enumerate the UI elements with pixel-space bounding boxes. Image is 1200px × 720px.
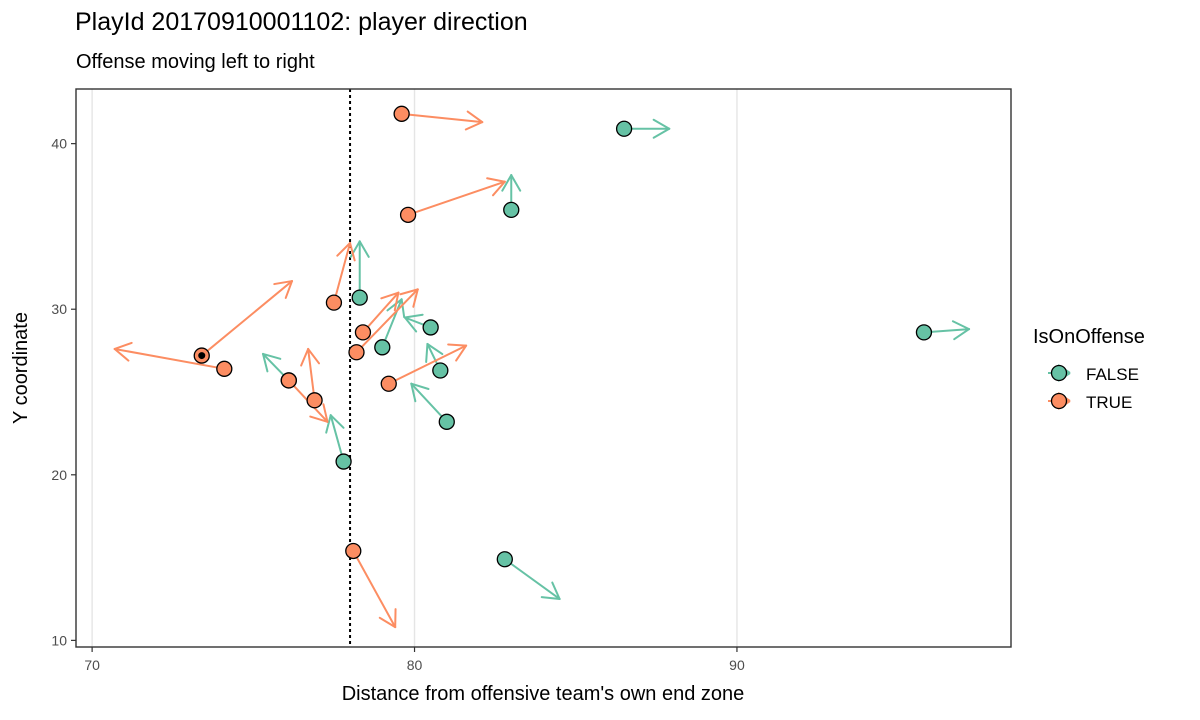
chart-subtitle: Offense moving left to right xyxy=(76,51,315,73)
x-axis: 70 80 90 xyxy=(84,647,745,673)
player-point xyxy=(915,324,933,341)
direction-arrow xyxy=(113,341,226,370)
legend: IsOnOffense FALSE TRUE xyxy=(1033,326,1145,412)
player-point xyxy=(503,201,520,219)
player-point xyxy=(496,551,513,568)
player-point xyxy=(351,289,368,306)
direction-arrow xyxy=(503,558,561,600)
legend-label-true: TRUE xyxy=(1086,393,1132,412)
highlight-dot xyxy=(198,352,206,360)
x-axis-title: Distance from offensive team's own end z… xyxy=(342,683,745,705)
direction-arrow xyxy=(387,343,468,385)
player-point xyxy=(216,360,233,377)
player-point xyxy=(325,294,343,311)
x-tick-label: 70 xyxy=(84,657,100,673)
grid xyxy=(91,89,738,647)
player-point xyxy=(348,344,365,361)
direction-arrow xyxy=(355,288,419,354)
player-point xyxy=(374,339,391,356)
y-axis: 10 20 30 40 xyxy=(51,136,76,648)
direction-arrow xyxy=(352,549,397,629)
direction-arrow xyxy=(332,241,356,304)
y-tick-label: 20 xyxy=(51,467,67,483)
player-point xyxy=(335,453,352,470)
legend-label-false: FALSE xyxy=(1086,365,1139,384)
plot-border xyxy=(75,88,1012,648)
y-tick-label: 10 xyxy=(51,632,67,648)
direction-arrow xyxy=(400,110,484,131)
y-tick-label: 40 xyxy=(51,136,67,152)
legend-keys xyxy=(1048,364,1071,410)
y-tick-label: 30 xyxy=(51,301,67,317)
direction-arrow xyxy=(300,347,321,402)
y-axis-title: Y coordinate xyxy=(10,312,32,424)
legend-key xyxy=(1048,364,1071,382)
legend-key xyxy=(1048,392,1071,410)
player-point xyxy=(354,324,372,341)
player-point xyxy=(306,392,323,409)
direction-arrow xyxy=(200,280,294,357)
player-point xyxy=(422,319,439,336)
player-point xyxy=(393,105,410,122)
player-point xyxy=(432,362,449,379)
player-point xyxy=(280,372,297,389)
direction-arrow xyxy=(381,298,406,349)
chart-title: PlayId 20170910001102: player direction xyxy=(75,8,528,36)
player-point xyxy=(380,375,397,392)
direction-arrow xyxy=(407,177,506,216)
player-point xyxy=(399,206,417,223)
direction-arrow xyxy=(410,382,448,423)
player-point xyxy=(345,542,362,560)
player-point xyxy=(615,120,633,137)
direction-arrow xyxy=(361,291,400,334)
legend-title: IsOnOffense xyxy=(1033,326,1145,348)
player-points xyxy=(193,105,933,568)
x-tick-label: 90 xyxy=(729,657,745,673)
player-point xyxy=(438,413,455,430)
x-tick-label: 80 xyxy=(407,657,423,673)
